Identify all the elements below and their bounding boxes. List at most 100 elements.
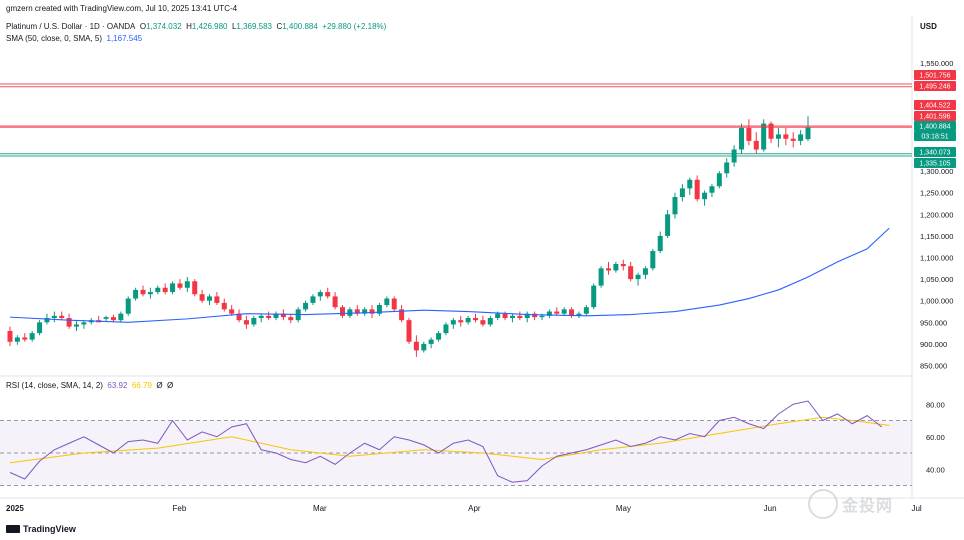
candle-body xyxy=(118,313,124,321)
candle-body xyxy=(620,264,626,267)
candle-97 xyxy=(724,158,730,178)
price-label-box-1 xyxy=(914,81,956,91)
candle-body xyxy=(192,281,198,295)
price-label-6: 1,340.073 xyxy=(919,150,950,157)
candle-6 xyxy=(51,311,57,323)
candle-body xyxy=(317,292,323,297)
time-tick-1: Feb xyxy=(173,504,187,513)
candle-80 xyxy=(598,266,604,288)
rsi-label[interactable]: RSI (14, close, SMA, 14, 2) xyxy=(6,381,103,390)
price-label-7: 1,335.105 xyxy=(919,161,950,168)
candle-51 xyxy=(384,296,390,308)
candle-body xyxy=(155,287,161,293)
close-label: C xyxy=(276,22,283,31)
candle-body xyxy=(177,283,183,288)
candle-53 xyxy=(399,305,405,323)
price-tick-7: 1,100.000 xyxy=(920,254,953,263)
price-label-box-0 xyxy=(914,70,956,80)
candle-83 xyxy=(620,259,626,271)
candle-63 xyxy=(473,313,478,323)
candle-65 xyxy=(487,315,493,327)
candle-30 xyxy=(229,305,235,316)
candle-103 xyxy=(768,121,774,144)
candle-1 xyxy=(14,335,20,345)
candle-body xyxy=(428,339,434,344)
candle-104 xyxy=(775,127,781,148)
candle-8 xyxy=(66,313,72,329)
candle-101 xyxy=(753,132,759,154)
price-tick-4: 1,250.000 xyxy=(920,189,953,198)
candle-52 xyxy=(391,296,397,312)
candle-17 xyxy=(133,287,139,301)
tradingview-logo[interactable]: TradingView xyxy=(6,524,76,534)
candle-body xyxy=(221,302,227,310)
candle-105 xyxy=(783,127,789,146)
candle-body xyxy=(687,179,693,189)
candle-2 xyxy=(22,333,28,342)
rsi-sma-value: 66.79 xyxy=(131,381,152,390)
rsi-row: RSI (14, close, SMA, 14, 2) 63.92 66.79 … xyxy=(6,381,173,390)
candle-body xyxy=(502,313,508,318)
candle-body xyxy=(229,309,235,314)
rsi-sma-line xyxy=(9,416,890,464)
candle-71 xyxy=(532,311,538,321)
candle-body xyxy=(362,309,368,314)
candle-body xyxy=(517,315,523,318)
candle-89 xyxy=(665,210,671,239)
candle-34 xyxy=(258,313,264,323)
candle-22 xyxy=(170,281,176,295)
candle-body xyxy=(266,315,272,318)
candle-70 xyxy=(524,311,530,323)
tradingview-logo-text: TradingView xyxy=(23,524,76,534)
candle-3 xyxy=(29,330,35,342)
time-tick-0: 2025 xyxy=(6,504,24,513)
candle-49 xyxy=(369,305,375,318)
candle-77 xyxy=(576,311,582,318)
candle-9 xyxy=(74,320,79,331)
candle-74 xyxy=(554,307,560,316)
candle-58 xyxy=(436,330,442,342)
candle-body xyxy=(724,162,730,174)
candle-13 xyxy=(103,315,109,322)
price-label-box-4 xyxy=(914,121,956,131)
rsi-tick-2: 40.00 xyxy=(926,465,945,474)
candle-body xyxy=(450,320,456,325)
candle-23 xyxy=(177,279,183,290)
candle-body xyxy=(532,313,538,318)
candle-body xyxy=(679,188,685,198)
candle-body xyxy=(125,298,131,314)
candle-body xyxy=(739,127,744,150)
sma-label[interactable]: SMA (50, close, 0, SMA, 5) xyxy=(6,34,103,43)
candle-73 xyxy=(546,309,552,318)
candle-body xyxy=(162,287,168,293)
candle-100 xyxy=(746,119,752,146)
candle-86 xyxy=(642,266,648,280)
candle-35 xyxy=(266,311,272,321)
symbol-row: Platinum / U.S. Dollar · 1D · OANDA O1,3… xyxy=(6,22,386,31)
candle-36 xyxy=(273,311,279,321)
change-value: +29.880 (+2.18%) xyxy=(322,22,387,31)
price-label-box-6 xyxy=(914,147,956,157)
time-tick-3: Apr xyxy=(468,504,481,513)
candle-102 xyxy=(761,119,767,152)
price-tick-3: 1,300.000 xyxy=(920,167,953,176)
currency-label[interactable]: USD xyxy=(920,22,937,31)
candle-33 xyxy=(251,315,257,327)
symbol-label[interactable]: Platinum / U.S. Dollar · 1D · OANDA xyxy=(6,22,136,31)
candle-body xyxy=(310,296,316,303)
rsi-pane xyxy=(0,400,912,486)
candle-87 xyxy=(650,248,656,271)
candle-44 xyxy=(332,292,338,310)
candles-layer xyxy=(7,116,811,357)
rsi-value: 63.92 xyxy=(107,381,128,390)
candle-body xyxy=(303,302,309,310)
candle-92 xyxy=(687,177,693,195)
candle-108 xyxy=(805,116,811,142)
candle-32 xyxy=(243,315,249,329)
candle-85 xyxy=(635,272,641,286)
candle-43 xyxy=(325,287,331,299)
candle-25 xyxy=(192,279,198,297)
candle-24 xyxy=(184,276,190,293)
candle-body xyxy=(613,264,619,271)
candle-body xyxy=(583,307,589,314)
